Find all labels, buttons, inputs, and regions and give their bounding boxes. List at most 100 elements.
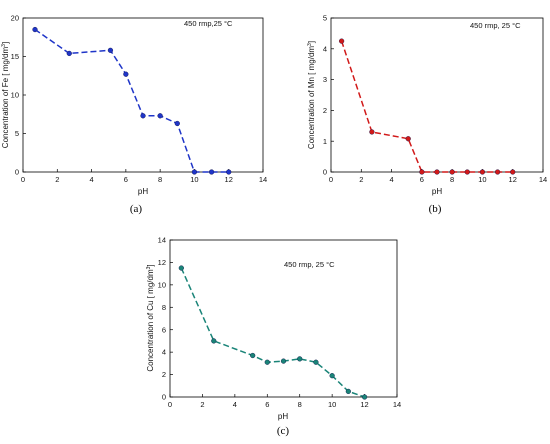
chart-b-plot-frame [330, 17, 544, 173]
chart-a-data-point [107, 47, 114, 53]
chart-a-y-axis-title: Concentration of Fe [ mg/dm3] [1, 42, 10, 148]
chart-c-data-point [313, 359, 319, 365]
chart-c-x-tick-label: 14 [393, 400, 401, 409]
chart-a-x-tick-label: 8 [158, 175, 162, 184]
chart-a-x-tick-label: 4 [89, 175, 93, 184]
chart-c-x-tick-label: 4 [233, 400, 237, 409]
chart-b-x-tick-label: 14 [539, 175, 547, 184]
chart-c-data-point [345, 388, 351, 394]
chart-b-data-point [405, 136, 411, 142]
chart-c: 0 2 4 6 8 10 12 14 0 2 4 6 8 10 12 14 450 rmp, 25 °C pH Co… [146, 236, 401, 437]
chart-a-y-axis-title-end: ] [1, 42, 10, 44]
chart-c-y-tick-label: 4 [162, 348, 166, 357]
chart-b-series-line [340, 40, 513, 173]
chart-a-y-tick-label: 0 [15, 168, 19, 177]
chart-c-x-tick-label: 8 [298, 400, 302, 409]
chart-c-y-tick-label: 0 [162, 393, 166, 402]
chart-c-data-point [211, 338, 217, 344]
chart-a-caption: (a) [130, 203, 143, 215]
chart-b-x-tick-label: 10 [478, 175, 486, 184]
chart-a-y-tick-label: 15 [11, 52, 19, 61]
chart-b-annotation: 450 rmp, 25 °C [470, 21, 521, 30]
chart-a-data-point [174, 120, 180, 127]
chart-b-y-axis-title-end: ] [307, 41, 316, 43]
chart-a-y-tick-label: 5 [15, 129, 19, 138]
chart-b-data-point [434, 169, 440, 175]
chart-a-y-tick-label: 10 [11, 91, 19, 100]
chart-c-plot-frame [169, 239, 398, 398]
chart-a-data-point [66, 50, 72, 57]
chart-a-x-tick-label: 2 [55, 175, 59, 184]
chart-a-data-point [123, 71, 129, 77]
chart-c-x-axis-title: pH [278, 412, 288, 421]
chart-b-data-point [449, 169, 455, 175]
chart-b-y-tick-label: 4 [323, 44, 327, 53]
chart-b-data-point [510, 169, 516, 175]
chart-c-y-tick-label: 6 [162, 325, 166, 334]
chart-a-data-point [32, 26, 38, 33]
chart-c-data-point [329, 373, 335, 379]
chart-b-data-point [339, 38, 345, 44]
chart-c-y-tick-label: 8 [162, 303, 166, 312]
chart-c-x-tick-label: 2 [200, 400, 204, 409]
chart-b-y-tick-label: 0 [323, 168, 327, 177]
chart-b-y-axis-title-sup: 3 [307, 43, 313, 46]
chart-a-data-point [140, 113, 146, 119]
chart-b-y-tick-label: 2 [323, 106, 327, 115]
chart-a-x-tick-label: 0 [21, 175, 25, 184]
chart-b-x-tick-label: 0 [329, 175, 333, 184]
chart-a-annotation: 450 rmp,25 °C [184, 19, 233, 28]
chart-b-data-point [464, 169, 470, 175]
chart-a-data-point [157, 113, 163, 119]
chart-a: 0 2 4 6 8 10 12 14 0 5 10 15 20 450 rmp,25 °C pH Concen… [1, 14, 267, 215]
chart-a-data-point [226, 169, 232, 175]
chart-c-data-point [361, 394, 368, 400]
chart-a-y-axis-title-main: Concentration of Fe [ mg/dm [1, 46, 10, 148]
chart-b-x-axis-title: pH [432, 187, 442, 196]
chart-c-y-axis-title-end: ] [146, 264, 155, 266]
chart-c-x-tick-label: 0 [168, 400, 172, 409]
chart-b-caption: (b) [429, 203, 442, 215]
chart-c-data-point [280, 358, 287, 364]
chart-a-data-point [191, 169, 198, 175]
chart-b-y-tick-label: 3 [323, 75, 327, 84]
chart-b-y-axis-title-main: Concentration of Mn [ mg/dm [307, 46, 316, 149]
chart-b-x-tick-label: 8 [450, 175, 454, 184]
chart-c-y-axis-title-sup: 3 [146, 266, 152, 269]
chart-b-y-tick-label: 1 [323, 137, 327, 146]
chart-a-x-tick-label: 12 [225, 175, 233, 184]
chart-b-data-point [369, 129, 375, 135]
chart-a-y-tick-label: 20 [11, 14, 19, 23]
chart-c-y-tick-label: 14 [158, 236, 166, 245]
chart-c-x-tick-label: 10 [328, 400, 336, 409]
chart-a-data-point [208, 169, 215, 175]
chart-b-x-tick-label: 12 [509, 175, 517, 184]
chart-c-y-axis-title-main: Concentration of Cu [ mg/dm [146, 269, 155, 372]
chart-b-x-tick-label: 4 [389, 175, 393, 184]
chart-a-x-axis-title: pH [138, 187, 148, 196]
chart-c-data-point [178, 265, 184, 271]
chart-b-data-point [419, 169, 425, 175]
chart-c-caption: (c) [277, 425, 290, 437]
chart-a-y-axis-title-sup: 3 [1, 44, 7, 47]
chart-a-plot-frame [22, 17, 264, 173]
chart-a-x-tick-label: 10 [190, 175, 198, 184]
chart-c-y-tick-label: 12 [158, 258, 166, 267]
chart-c-x-tick-label: 6 [265, 400, 269, 409]
chart-b-data-point [479, 169, 486, 175]
chart-c-y-tick-label: 2 [162, 370, 166, 379]
chart-c-data-point [250, 352, 256, 359]
chart-b-x-tick-label: 6 [420, 175, 424, 184]
chart-b-y-axis-title: Concentration of Mn [ mg/dm3] [307, 41, 316, 149]
chart-c-series-line [180, 267, 365, 398]
chart-c-x-tick-label: 12 [360, 400, 368, 409]
chart-c-y-axis-title: Concentration of Cu [ mg/dm3] [146, 264, 155, 371]
chart-a-x-tick-label: 14 [259, 175, 267, 184]
chart-c-y-tick-label: 10 [158, 280, 166, 289]
chart-c-data-point [264, 359, 270, 365]
chart-b-data-point [494, 169, 501, 175]
chart-a-x-tick-label: 6 [124, 175, 128, 184]
chart-b-y-tick-label: 5 [323, 14, 327, 23]
